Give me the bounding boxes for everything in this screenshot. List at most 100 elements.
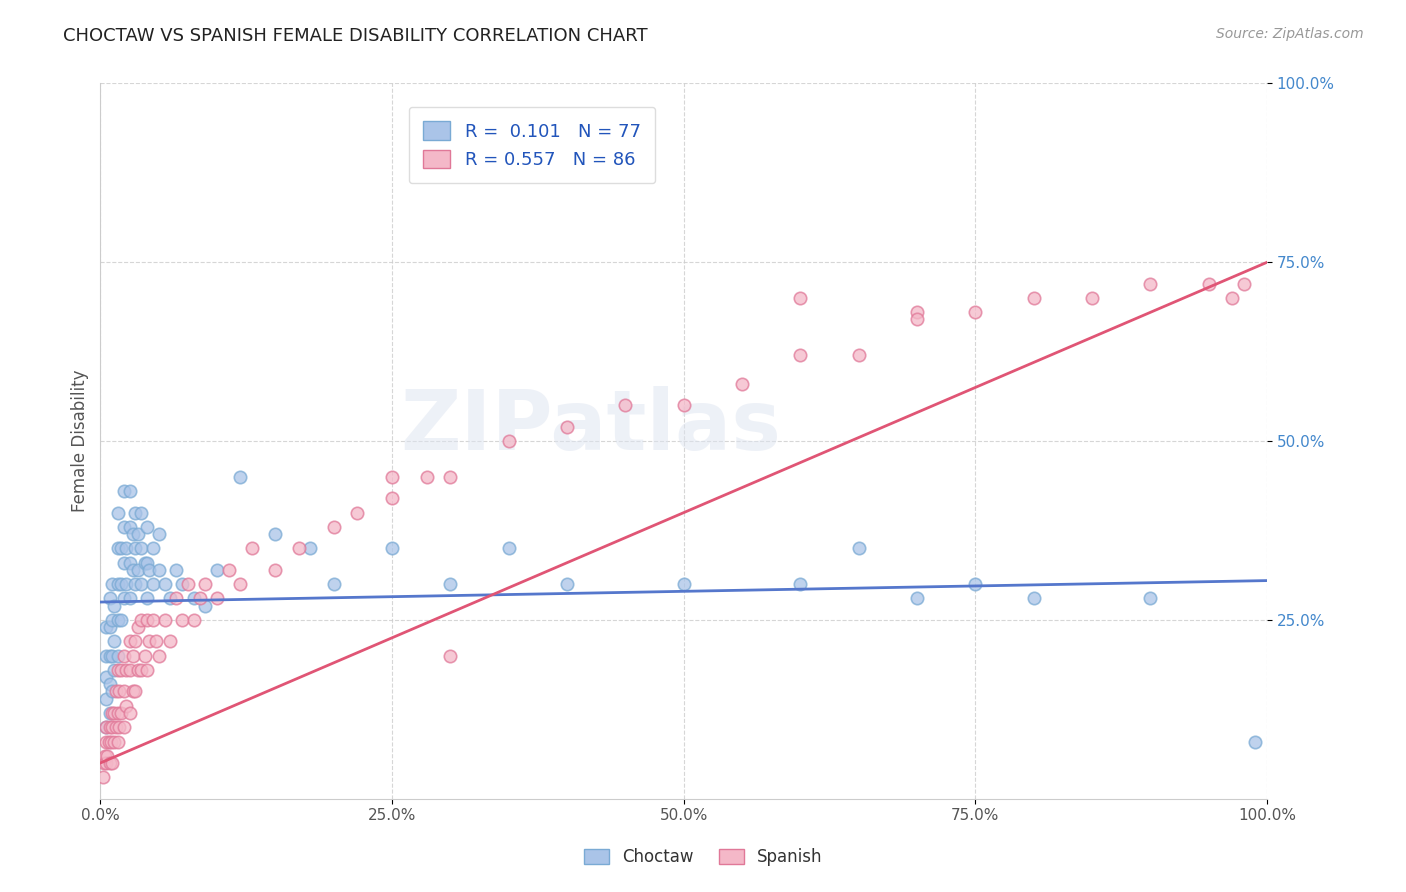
Point <box>107 663 129 677</box>
Point <box>98 648 121 663</box>
Point <box>96 648 118 663</box>
Point <box>218 563 240 577</box>
Point <box>138 634 160 648</box>
Point <box>104 684 127 698</box>
Point <box>122 648 145 663</box>
Point <box>153 613 176 627</box>
Point <box>136 663 159 677</box>
Point <box>134 648 156 663</box>
Point <box>159 591 181 606</box>
Point <box>112 484 135 499</box>
Point <box>98 677 121 691</box>
Point <box>115 541 138 556</box>
Point <box>498 434 520 449</box>
Point <box>145 634 167 648</box>
Point <box>264 527 287 541</box>
Point <box>322 520 344 534</box>
Point <box>229 577 252 591</box>
Point <box>142 541 165 556</box>
Point <box>101 706 124 720</box>
Point <box>905 305 928 319</box>
Point <box>110 541 132 556</box>
Point <box>170 613 193 627</box>
Point <box>118 663 141 677</box>
Point <box>134 556 156 570</box>
Point <box>101 648 124 663</box>
Point <box>96 620 118 634</box>
Point <box>103 706 125 720</box>
Point <box>1198 277 1220 291</box>
Point <box>1139 277 1161 291</box>
Point <box>136 520 159 534</box>
Point <box>97 734 120 748</box>
Point <box>1244 734 1267 748</box>
Point <box>103 734 125 748</box>
Text: Source: ZipAtlas.com: Source: ZipAtlas.com <box>1216 27 1364 41</box>
Point <box>142 613 165 627</box>
Point <box>1022 291 1045 305</box>
Point <box>94 748 117 763</box>
Point <box>148 648 170 663</box>
Point <box>115 577 138 591</box>
Point <box>98 591 121 606</box>
Point <box>118 520 141 534</box>
Point <box>205 563 228 577</box>
Point <box>108 684 131 698</box>
Point <box>498 541 520 556</box>
Point <box>93 756 115 770</box>
Point <box>1220 291 1243 305</box>
Point <box>240 541 263 556</box>
Point <box>115 663 138 677</box>
Point <box>614 398 637 412</box>
Point <box>115 698 138 713</box>
Point <box>299 541 322 556</box>
Point <box>165 563 187 577</box>
Point <box>194 599 217 613</box>
Point <box>101 613 124 627</box>
Point <box>96 720 118 734</box>
Point <box>122 527 145 541</box>
Point <box>107 706 129 720</box>
Point <box>142 577 165 591</box>
Point <box>127 563 149 577</box>
Point <box>555 419 578 434</box>
Point <box>439 470 461 484</box>
Point <box>101 720 124 734</box>
Point <box>153 577 176 591</box>
Point <box>1022 591 1045 606</box>
Point <box>124 506 146 520</box>
Point <box>148 527 170 541</box>
Point <box>129 663 152 677</box>
Point <box>124 577 146 591</box>
Point <box>110 706 132 720</box>
Point <box>381 470 404 484</box>
Point <box>148 563 170 577</box>
Point <box>127 663 149 677</box>
Legend: Choctaw, Spanish: Choctaw, Spanish <box>575 840 831 875</box>
Point <box>101 684 124 698</box>
Point <box>96 748 118 763</box>
Point <box>672 398 695 412</box>
Point <box>965 577 987 591</box>
Point <box>91 770 114 784</box>
Point <box>229 470 252 484</box>
Point <box>381 541 404 556</box>
Point <box>381 491 404 506</box>
Point <box>98 756 121 770</box>
Point <box>103 634 125 648</box>
Point <box>136 591 159 606</box>
Point <box>110 577 132 591</box>
Point <box>112 648 135 663</box>
Point <box>101 756 124 770</box>
Point <box>848 541 870 556</box>
Point <box>112 556 135 570</box>
Point <box>96 720 118 734</box>
Point <box>127 527 149 541</box>
Point <box>138 563 160 577</box>
Point <box>183 591 205 606</box>
Point <box>122 563 145 577</box>
Point <box>107 577 129 591</box>
Point <box>122 684 145 698</box>
Point <box>1139 591 1161 606</box>
Point <box>789 348 811 362</box>
